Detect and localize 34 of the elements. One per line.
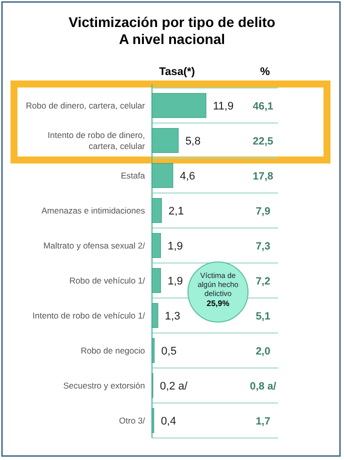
- data-label: 2,1: [168, 206, 184, 218]
- y-tick-label: Amenazas e intimidaciones: [42, 206, 145, 216]
- text: 17,8: [252, 170, 274, 182]
- text: 7,3: [256, 240, 270, 252]
- y-tick-label: Otro 3/: [119, 416, 146, 426]
- text: 5,1: [256, 310, 270, 322]
- y-tick-label: Intento de robo de vehículo 1/: [32, 310, 146, 320]
- data-label: 1,3: [164, 310, 180, 322]
- data-label: 1,9: [168, 276, 183, 288]
- y-tick-label: Robo de negocio: [80, 346, 146, 356]
- y-tick-label: Secuestro y extorsión: [63, 380, 146, 390]
- chart-title: Victimización por tipo de delito A nivel nacional: [68, 14, 276, 47]
- text: 2,0: [256, 346, 270, 358]
- y-tick-label: Robo de vehículo 1/: [69, 276, 146, 286]
- data-label: 11,9: [213, 100, 234, 112]
- text: 7,9: [256, 206, 270, 218]
- data-label: 0,4: [160, 416, 176, 428]
- data-label: 5,8: [185, 136, 201, 148]
- data-label: 4,6: [180, 170, 196, 182]
- y-tick-label: Estafa: [120, 170, 146, 180]
- x-axis-title: Tasa(*): [159, 66, 196, 78]
- data-label: 0,5: [161, 346, 177, 358]
- text: 7,2: [256, 276, 270, 288]
- text: 46,1: [252, 100, 274, 112]
- text: 0,8 a/: [250, 380, 276, 392]
- text: %: [260, 66, 270, 78]
- text: 25,9%: [206, 299, 230, 308]
- data-label: 1,9: [168, 240, 183, 252]
- y-tick-label: Maltrato y ofensa sexual 2/: [43, 240, 146, 250]
- data-label: 0,2 a/: [160, 380, 188, 392]
- text: 1,7: [256, 416, 270, 428]
- y-tick-label: Intento de robo de dinero, cartera, celular: [48, 130, 146, 151]
- y-tick-label: Robo de dinero, cartera, celular: [26, 100, 146, 110]
- text: 22,5: [252, 136, 274, 148]
